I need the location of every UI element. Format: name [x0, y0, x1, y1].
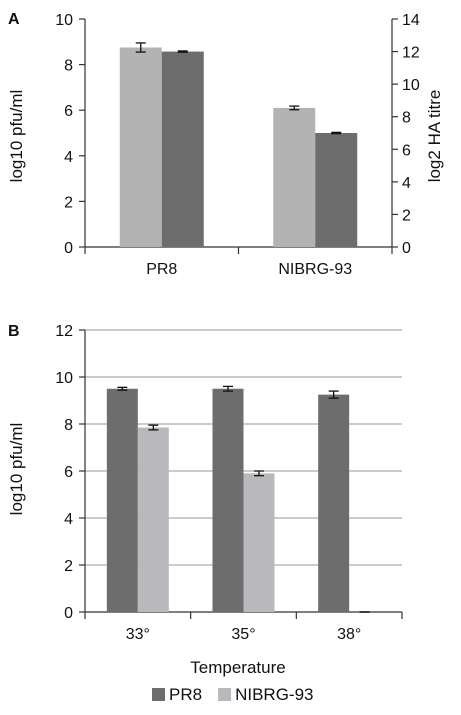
chart-a-bar	[273, 107, 316, 247]
chart-a-y2-axis-title: log2 HA titre	[425, 90, 444, 183]
panel-b-label: B	[8, 323, 20, 340]
chart-a-y-tick-label: 8	[64, 58, 73, 75]
chart-b-y-tick-label: 6	[64, 464, 73, 481]
chart-a: A log10 pfu/ml log2 HA titre 0 2 4 6 8 10 0 2 4 6…	[7, 11, 444, 278]
chart-a-bar	[161, 51, 204, 248]
chart-a-y2-tick-label: 2	[402, 207, 411, 224]
chart-a-y-tick-label: 10	[55, 12, 73, 29]
chart-a-bar	[315, 133, 358, 247]
chart-a-y2-tick-label: 0	[402, 240, 411, 257]
chart-a-y-tick-label: 6	[64, 103, 73, 120]
chart-b-legend-label: NIBRG-93	[235, 685, 313, 704]
chart-b-bar	[137, 427, 169, 612]
chart-a-y2-tick-label: 12	[402, 45, 420, 62]
chart-a-y2-tick-label: 4	[402, 175, 411, 192]
panel-a-label: A	[8, 11, 20, 28]
chart-a-x-tick-label: PR8	[146, 261, 177, 278]
chart-b-x-tick-label: 38°	[337, 626, 361, 643]
chart-a-y-tick-label: 2	[64, 194, 73, 211]
chart-b-y-tick-label: 12	[55, 323, 73, 340]
chart-b-y-tick-label: 8	[64, 417, 73, 434]
chart-b-bar	[318, 394, 350, 612]
chart-a-bar	[119, 47, 162, 247]
chart-b-y-tick-label: 4	[64, 511, 73, 528]
chart-a-y2-tick-label: 8	[402, 110, 411, 127]
chart-a-y2-tick-label: 14	[402, 12, 420, 29]
chart-b-x-axis-title: Temperature	[190, 658, 285, 677]
chart-b-y-tick-label: 10	[55, 370, 73, 387]
chart-a-x-tick-label: NIBRG-93	[278, 261, 352, 278]
chart-b-x-tick-label: 35°	[231, 626, 255, 643]
chart-b-bar	[212, 388, 244, 612]
chart-a-y-tick-label: 0	[64, 240, 73, 257]
chart-a-y-tick-label: 4	[64, 149, 73, 166]
chart-b-y-tick-label: 0	[64, 605, 73, 622]
chart-b-bar	[106, 388, 138, 612]
chart-a-y-axis-title: log10 pfu/ml	[7, 90, 26, 183]
chart-b-y-tick-label: 2	[64, 558, 73, 575]
chart-b: B log10 pfu/ml Temperature 0 2 4 6 8 10 12 33° 3…	[7, 323, 403, 704]
chart-a-y2-tick-label: 6	[402, 142, 411, 159]
chart-b-y-axis-title: log10 pfu/ml	[7, 423, 26, 516]
chart-b-legend-swatch	[152, 688, 165, 701]
chart-b-legend-swatch	[218, 688, 232, 701]
chart-a-y2-tick-label: 10	[402, 77, 420, 94]
chart-b-x-tick-label: 33°	[126, 626, 150, 643]
chart-b-bar	[243, 473, 275, 612]
chart-b-legend-label: PR8	[169, 685, 202, 704]
